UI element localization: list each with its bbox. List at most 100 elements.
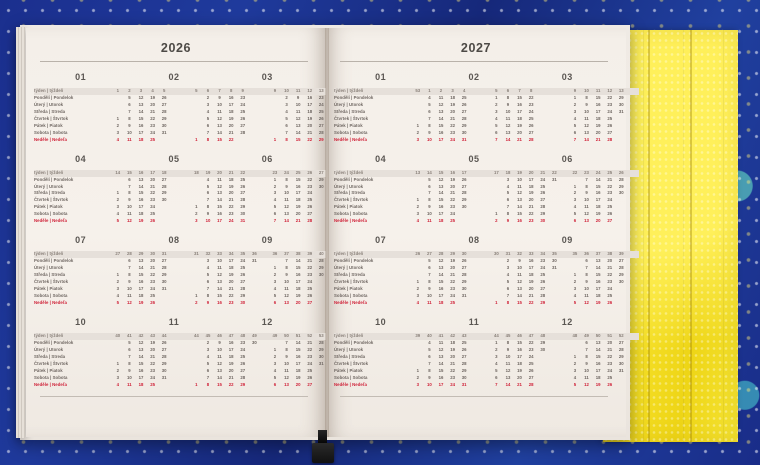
date-cell: 19 [528, 190, 534, 196]
week-number-cell [627, 251, 639, 258]
date-cell: 29 [461, 122, 467, 128]
date-cell [627, 354, 639, 361]
month-number-row: 10 11 12 [334, 312, 614, 330]
date-cell [549, 218, 561, 225]
calendar-row: Pondělí | Pondelok512192629162329162330 [34, 95, 339, 102]
date-cell: 27 [461, 265, 467, 271]
quarter-calendar-table: týden | týždeň 53 1 2 3 4 5 6 7 8 9 10 11 12 13 Pondělí… [334, 88, 639, 144]
week-number-cell: 15 [438, 169, 444, 175]
date-cell: 29 [318, 176, 324, 182]
date-cell: 1 [573, 353, 577, 359]
date-cell: 10 [584, 286, 589, 292]
month-gap [560, 300, 569, 307]
date-cell [627, 190, 639, 197]
date-cell: 12 [505, 367, 511, 373]
calendar-row: týden | týždeň 39 40 41 42 43 44 45 46 47 48 48 49 50… [334, 332, 639, 340]
date-cell: 11 [517, 272, 522, 278]
calendar-row: Čtvrtek | Štvrtok 7 14 21 28 4 11 18 25 4 11 18 25 [334, 116, 639, 123]
date-cell: 18 [228, 108, 234, 114]
date-cell: 14 [284, 218, 289, 224]
date-cell: 2 [116, 122, 119, 128]
date-cell: 7 [506, 292, 510, 298]
date-cell: 14 [217, 129, 222, 135]
date-cell [470, 177, 482, 184]
date-cell: 21 [307, 129, 313, 135]
week-number-cell [249, 170, 261, 177]
date-cell: 18 [595, 204, 601, 210]
date-cell [616, 137, 628, 144]
calendar-row: Středa | Streda 7 14 21 28 4 11 18 25 1 8 15 22 29 [334, 272, 639, 279]
date-cell: 30 [618, 101, 624, 107]
date-cell: 24 [607, 286, 613, 292]
month-gap [260, 190, 269, 197]
date-cell: 2 [195, 211, 198, 217]
date-cell: 8 [506, 211, 510, 217]
week-number-cell: 15 [127, 169, 132, 175]
date-cell [537, 102, 549, 109]
date-cell: 23 [607, 190, 613, 196]
month-gap [560, 354, 569, 361]
month-gap [560, 130, 569, 137]
month-gap [182, 265, 191, 272]
date-cell: 13 [595, 258, 601, 264]
month-number: 10 [75, 316, 87, 327]
date-cell: 21 [150, 353, 155, 359]
date-cell: 25 [307, 286, 313, 292]
day-name-label: Pátek | Piatok [34, 367, 63, 373]
month-gap [482, 95, 491, 102]
date-cell [569, 347, 581, 354]
date-cell: 7 [495, 136, 498, 142]
date-cell: 20 [595, 218, 601, 224]
date-cell: 22 [307, 136, 313, 142]
date-cell: 8 [285, 346, 288, 352]
date-cell: 20 [150, 346, 155, 352]
date-cell: 30 [618, 279, 624, 285]
date-cell: 3 [273, 360, 277, 366]
date-cell [549, 137, 561, 144]
week-number-cell: 33 [528, 251, 534, 257]
date-cell: 15 [138, 360, 144, 366]
date-cell [627, 218, 639, 225]
week-number-cell: 22 [240, 169, 246, 175]
date-cell [627, 130, 639, 137]
date-cell: 18 [595, 115, 601, 121]
date-cell: 1 [416, 367, 419, 373]
date-cell [249, 123, 261, 130]
month-gap [182, 197, 191, 204]
month-gap [560, 258, 569, 265]
date-cell: 26 [607, 381, 613, 387]
date-cell: 17 [295, 279, 301, 285]
date-cell: 17 [595, 367, 601, 373]
date-cell: 26 [461, 101, 467, 107]
date-cell [549, 109, 561, 116]
month-gap [560, 137, 569, 144]
date-cell: 24 [150, 204, 155, 210]
date-cell [627, 258, 639, 265]
week-number-cell: 24 [284, 169, 289, 175]
day-name-label: Pátek | Piatok [334, 122, 363, 128]
day-name-label: Čtvrtek | Štvrtok [334, 115, 369, 121]
calendar-row: Čtvrtek | Štvrtok 1 8 15 22 29 5 12 19 26 2 9 16 23 30 [334, 279, 639, 286]
date-cell: 4 [116, 136, 119, 142]
week-number-cell: 26 [618, 169, 624, 175]
date-cell: 6 [128, 346, 131, 352]
date-cell: 27 [161, 346, 167, 352]
month-gap [560, 109, 569, 116]
date-cell [249, 204, 261, 211]
date-cell: 22 [150, 190, 155, 196]
date-cell [191, 340, 203, 347]
day-name-label: Pondělí | Pondelok [34, 258, 74, 264]
date-cell [549, 361, 561, 368]
month-gap [260, 170, 269, 177]
date-cell: 25 [540, 183, 546, 189]
date-cell [158, 211, 170, 218]
date-cell: 30 [461, 204, 467, 210]
calendar-row: týden | týždeň 14 15 16 17 18 18 19 20 21 22 23 24 25… [34, 169, 339, 177]
quarter-calendar-table: týden | týždeň 39 40 41 42 43 44 45 46 47 48 48 49 50… [334, 332, 639, 389]
date-cell: 26 [540, 190, 546, 196]
date-cell: 21 [450, 190, 455, 196]
week-number-cell: 5 [195, 88, 198, 93]
month-gap [260, 354, 269, 361]
calendar-row: týden | týždeň 13 14 15 16 17 17 18 19 20 21 22 22 23… [334, 169, 639, 177]
elastic-closure-clip[interactable] [312, 443, 334, 463]
